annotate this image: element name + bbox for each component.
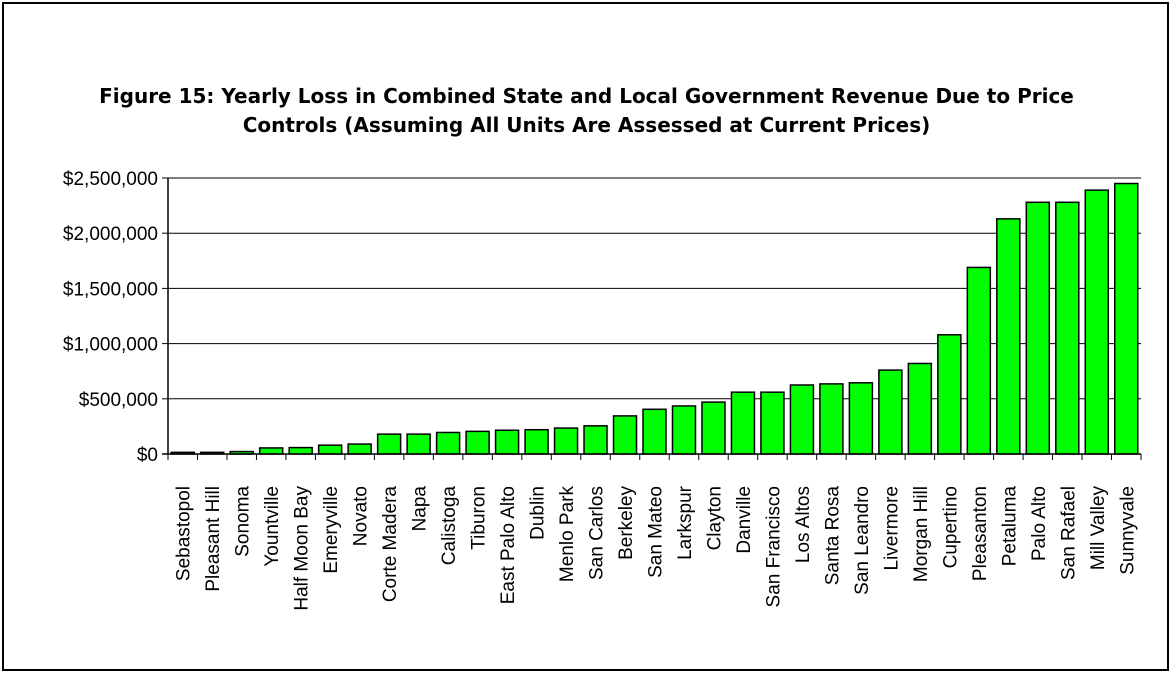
x-category-label: San Rafael <box>1058 486 1079 580</box>
x-category-label: Larkspur <box>675 485 696 560</box>
bar-pleasanton <box>966 266 992 455</box>
x-category-label: Emeryville <box>321 486 342 574</box>
bar-danville <box>730 391 756 455</box>
x-category-label: Sonoma <box>233 486 254 557</box>
x-category-label: Livermore <box>881 486 902 570</box>
x-category-label: Cupertino <box>940 486 961 568</box>
bar-los-altos <box>789 384 815 455</box>
bar-san-leandro <box>848 382 874 455</box>
x-category-label: San Carlos <box>587 486 608 580</box>
bar-san-carlos <box>583 425 608 455</box>
x-category-label: Morgan Hill <box>911 486 932 582</box>
x-category-label: Petaluma <box>999 486 1020 567</box>
bar-sunnyvale <box>1114 182 1139 455</box>
x-category-label: Pleasant Hill <box>203 486 224 592</box>
bar-dublin <box>524 428 549 455</box>
bar-berkeley <box>612 415 638 455</box>
x-category-label: Napa <box>410 486 431 532</box>
x-category-label: Clayton <box>704 486 725 550</box>
bar-santa-rosa <box>819 383 844 455</box>
chart-title-line-1: Figure 15: Yearly Loss in Combined State… <box>99 84 1074 108</box>
x-axis-category-labels: Sebastopol Pleasant Hill Sonoma Yountville H… <box>174 485 1139 610</box>
chart-title: Figure 15: Yearly Loss in Combined State… <box>0 82 1173 140</box>
chart-title-line-2: Controls (Assuming All Units Are Assesse… <box>242 113 931 137</box>
bar-cupertino <box>937 334 962 455</box>
bar-san-rafael <box>1055 201 1080 455</box>
bar-morgan-hill <box>907 362 933 455</box>
gridlines <box>168 177 1141 400</box>
bar-larkspur <box>671 405 697 455</box>
x-category-label: Corte Madera <box>380 486 401 603</box>
x-category-label: Santa Rosa <box>822 486 843 586</box>
y-tick-label: $0 <box>137 445 158 466</box>
x-category-label: Danville <box>734 486 755 554</box>
bar-mill-valley <box>1084 189 1110 455</box>
bars <box>170 182 1139 455</box>
x-category-label: Novato <box>351 486 372 546</box>
axes <box>162 177 1142 460</box>
bar-novato <box>347 443 372 455</box>
bar-menlo-park <box>553 427 579 455</box>
x-category-label: Sebastopol <box>174 486 195 581</box>
y-tick-label: $500,000 <box>79 390 158 411</box>
bar-petaluma <box>996 218 1021 455</box>
x-category-label: Sunnyvale <box>1117 486 1138 575</box>
y-tick-label: $1,500,000 <box>63 279 158 300</box>
x-category-label: Calistoga <box>439 486 460 566</box>
bar-calistoga <box>435 431 461 455</box>
bar-east-palo-alto <box>494 429 520 455</box>
x-category-label: Yountville <box>262 486 283 567</box>
x-category-label: Dublin <box>528 486 549 540</box>
bar-clayton <box>701 401 726 455</box>
x-category-label: San Francisco <box>763 486 784 607</box>
x-category-label: Berkeley <box>616 486 637 560</box>
x-category-label: Half Moon Bay <box>292 486 313 611</box>
x-category-label: San Leandro <box>852 486 873 595</box>
bar-half-moon-bay <box>288 446 313 455</box>
x-category-label: Mill Valley <box>1088 486 1109 571</box>
y-tick-label: $2,000,000 <box>63 224 158 245</box>
bar-palo-alto <box>1025 201 1051 455</box>
bar-corte-madera <box>376 433 402 455</box>
bar-san-francisco <box>760 391 785 455</box>
y-tick-label: $1,000,000 <box>63 335 158 356</box>
bar-livermore <box>878 369 903 455</box>
y-axis-tick-labels: $0 $500,000 $1,000,000 $1,500,000 $2,000,000… <box>63 169 158 466</box>
x-category-label: Menlo Park <box>557 486 578 583</box>
x-category-label: East Palo Alto <box>498 486 519 604</box>
x-category-label: Pleasanton <box>970 486 991 581</box>
bar-tiburon <box>465 430 490 455</box>
bar-napa <box>406 433 431 455</box>
bar-yountville <box>258 447 284 455</box>
bar-emeryville <box>317 444 343 455</box>
x-category-label: Los Altos <box>793 486 814 563</box>
y-tick-label: $2,500,000 <box>63 169 158 190</box>
x-category-label: Tiburon <box>469 486 490 550</box>
x-category-label: Palo Alto <box>1029 486 1050 561</box>
bar-san-mateo <box>642 408 667 455</box>
x-category-label: San Mateo <box>646 486 667 578</box>
